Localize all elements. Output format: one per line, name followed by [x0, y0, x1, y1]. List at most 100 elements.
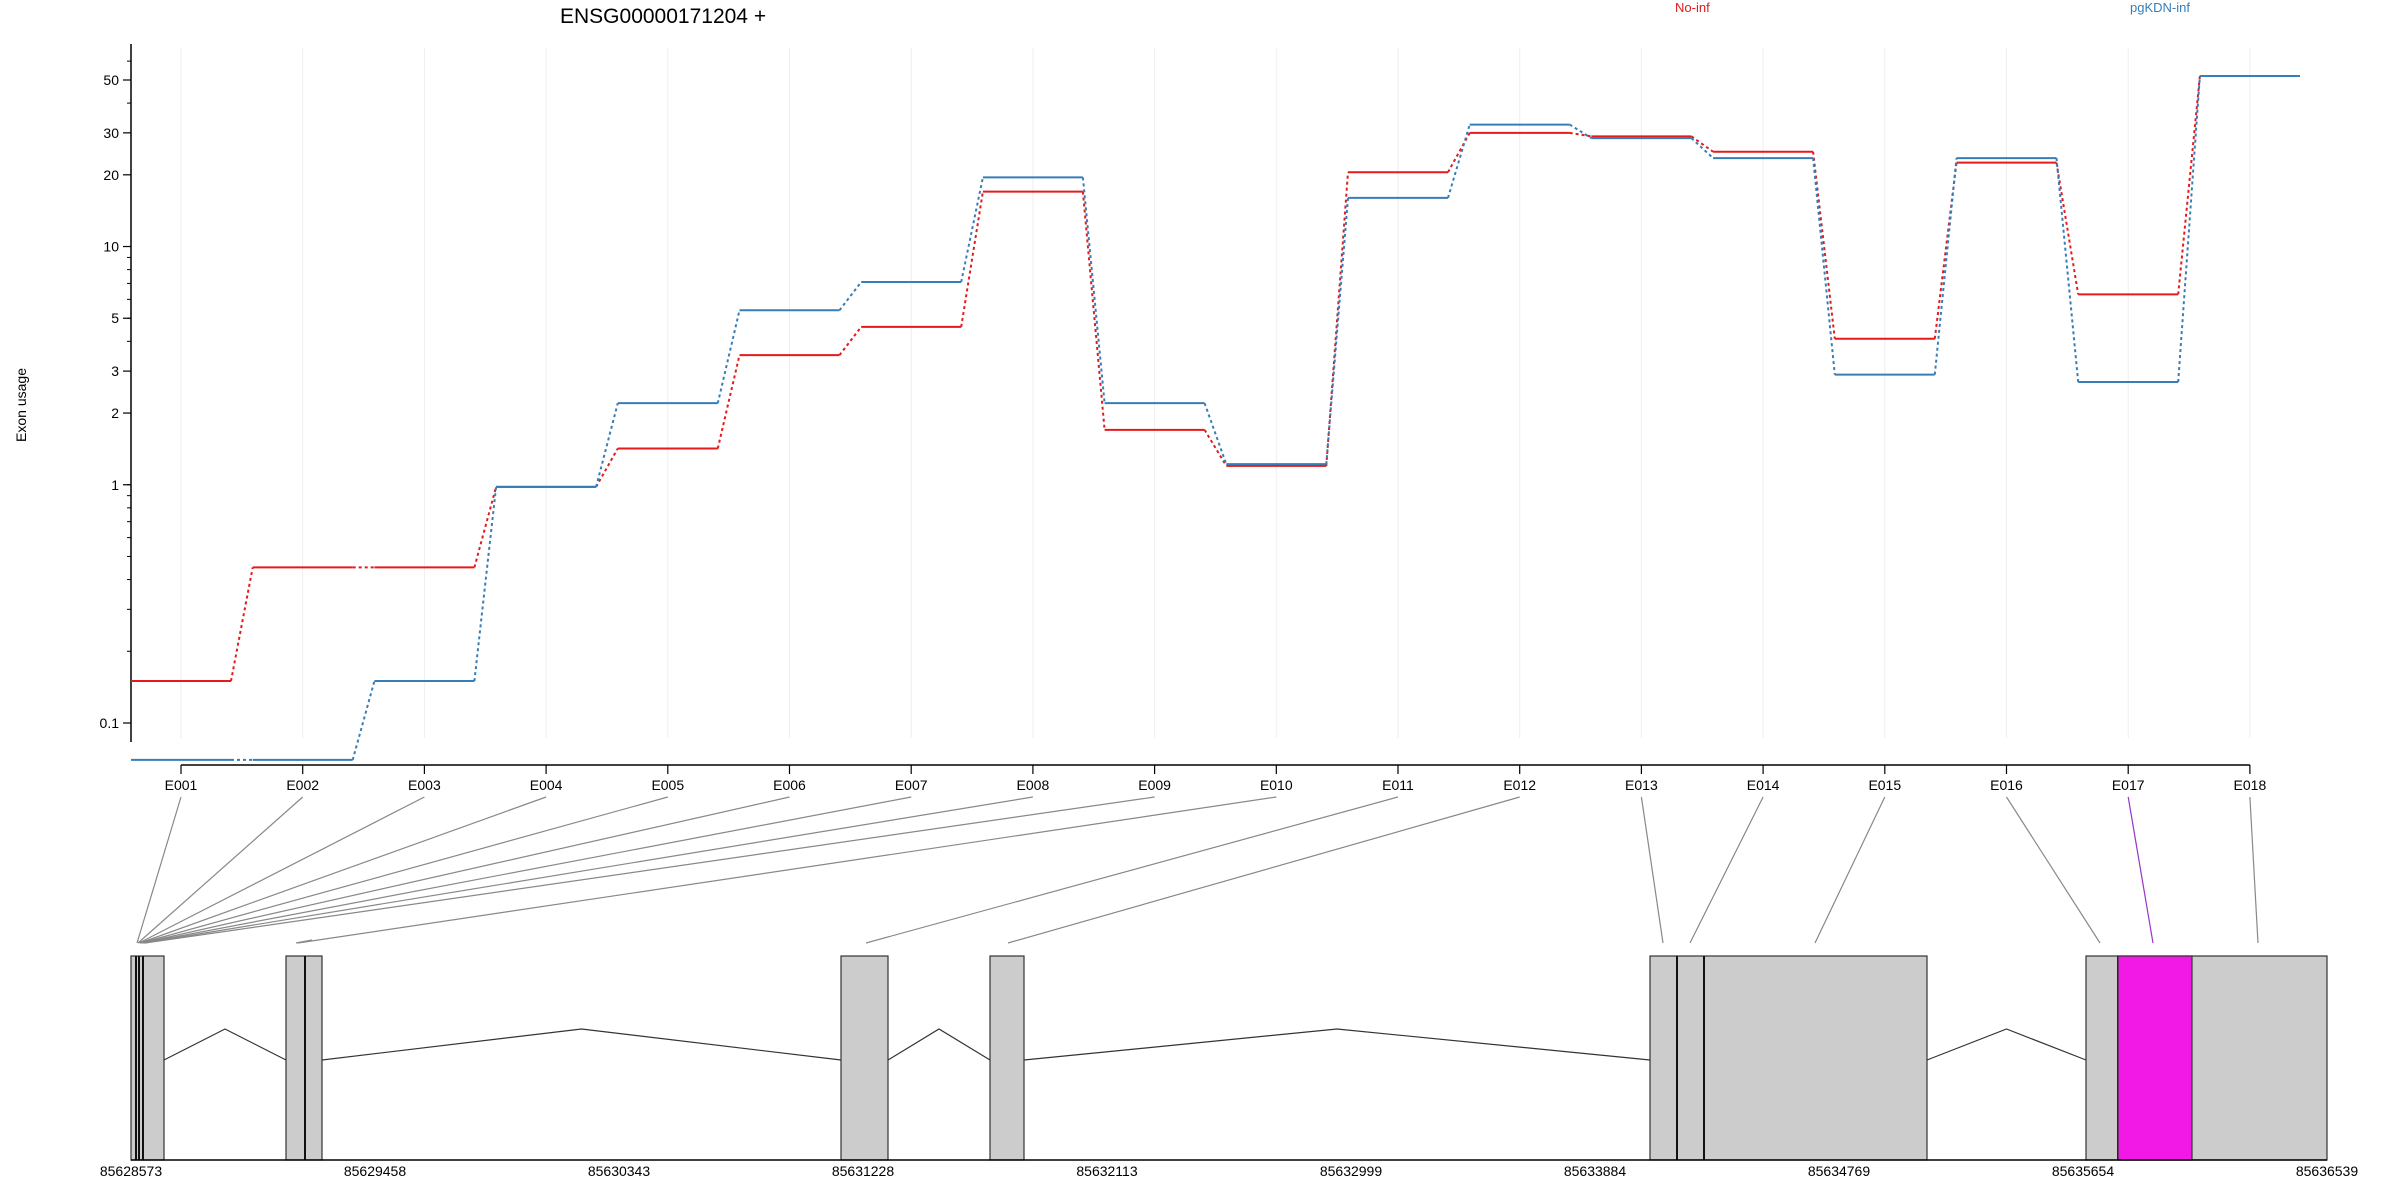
y-tick-label: 2: [111, 405, 119, 421]
grid: [180, 48, 2251, 738]
series-1-connector: [1569, 123, 1592, 140]
series-0-connector: [473, 486, 498, 568]
y-axis: 0.1 1 2 3 5 10 20 30 50: [100, 44, 132, 742]
connector-e005: [140, 796, 668, 944]
legend-no-inf: No-inf: [1675, 0, 1710, 15]
x-tick-label-e012: E012: [1503, 777, 1536, 793]
connector-e012: [1007, 796, 1520, 944]
x-tick-label-e011: E011: [1382, 777, 1414, 793]
intron-line: [163, 1028, 287, 1061]
connector-e004: [139, 796, 547, 944]
series-0-connector: [230, 567, 254, 682]
series-1-connector: [838, 281, 862, 311]
coordinate-label: 85633884: [1564, 1163, 1627, 1179]
x-axis: E001 E002 E003 E004 E005 E006 E007 E008 E009 E010…: [165, 764, 2267, 793]
y-tick-label: 30: [103, 125, 119, 141]
y-tick-label: 10: [103, 239, 119, 255]
connector-e013: [1640, 796, 1664, 944]
series-1-connector: [1933, 158, 1958, 375]
series-0-connector: [1569, 131, 1592, 138]
coordinate-label: 85634769: [1808, 1163, 1871, 1179]
series-0-connector: [716, 354, 741, 449]
exon-block: [840, 955, 889, 1161]
series-0-connector: [960, 191, 984, 328]
gene-model: 85628573 85629458 85630343 85631228 85632113…: [100, 955, 2359, 1179]
y-tick-label: 0.1: [100, 715, 120, 731]
exon-block: [1649, 955, 1928, 1161]
x-tick-label-e016: E016: [1990, 777, 2023, 793]
series-1-connector: [2055, 158, 2080, 383]
x-tick-label-e004: E004: [530, 777, 563, 793]
connector-e016: [2005, 796, 2101, 944]
coordinate-label: 85629458: [344, 1163, 407, 1179]
chart-title: ENSG00000171204 +: [560, 5, 766, 28]
x-tick-label-e003: E003: [408, 777, 441, 793]
x-tick-label-e018: E018: [2234, 777, 2267, 793]
connector-e006: [141, 796, 790, 944]
exon-connectors: [136, 796, 2259, 944]
series-1-connector: [351, 680, 376, 761]
connector-e002: [137, 796, 304, 944]
series-0-connector: [1081, 191, 1106, 430]
x-tick-label-e015: E015: [1868, 777, 1901, 793]
connector-e010: [297, 796, 1277, 944]
series-0-connector: [2055, 162, 2080, 295]
connector-e008: [143, 796, 1033, 944]
y-tick-label: 20: [103, 167, 119, 183]
x-tick-label-e007: E007: [895, 777, 928, 793]
series-0-connector: [595, 447, 619, 488]
series-0-connector: [1812, 151, 1836, 339]
coordinate-label: 85635654: [2052, 1163, 2115, 1179]
coordinate-label: 85636539: [2296, 1163, 2359, 1179]
y-tick-label: 1: [111, 477, 119, 493]
x-tick-label-e005: E005: [651, 777, 684, 793]
connector-e011: [865, 796, 1399, 944]
series-1-connector: [960, 177, 984, 283]
connector-e015: [1814, 796, 1886, 944]
y-tick-label: 3: [111, 363, 119, 379]
series-1-connector: [1081, 177, 1106, 404]
connector-e003: [138, 796, 425, 944]
series-1-connector: [1447, 124, 1471, 199]
highlighted-exon-e017: [2117, 955, 2193, 1161]
x-tick-label-e013: E013: [1625, 777, 1658, 793]
coordinate-label: 85632999: [1320, 1163, 1383, 1179]
x-tick-label-e009: E009: [1138, 777, 1171, 793]
series-1-connector: [1690, 137, 1714, 159]
connector-e014: [1689, 796, 1764, 944]
x-tick-label-e002: E002: [286, 777, 319, 793]
series-0-connector: [1325, 172, 1349, 466]
x-tick-label-e017: E017: [2112, 777, 2145, 793]
x-tick-label-e014: E014: [1747, 777, 1780, 793]
connector-e007: [142, 796, 912, 944]
series-lines: [131, 74, 2300, 761]
series-1-connector: [1325, 197, 1349, 465]
intron-line: [887, 1028, 991, 1061]
x-tick-label-e010: E010: [1260, 777, 1293, 793]
coordinate-label: 85631228: [832, 1163, 895, 1179]
series-1-connector: [716, 310, 741, 404]
y-tick-label: 50: [103, 72, 119, 88]
series-1-connector: [1203, 402, 1228, 465]
connector-e009: [144, 796, 1155, 944]
series-0-connector: [838, 326, 862, 356]
series-1-connector: [2177, 75, 2201, 383]
coordinate-label: 85632113: [1076, 1163, 1137, 1179]
x-tick-label-e006: E006: [773, 777, 806, 793]
series-0-connector: [2177, 75, 2201, 295]
x-tick-label-e001: E001: [165, 777, 198, 793]
series-1-connector: [1812, 158, 1836, 375]
y-axis-label: Exon usage: [13, 368, 29, 442]
connector-e018: [2249, 796, 2259, 944]
coordinate-label: 85630343: [588, 1163, 651, 1179]
x-tick-label-e008: E008: [1017, 777, 1050, 793]
legend-pgkdn-inf: pgKDN-inf: [2130, 0, 2190, 15]
series-0-connector: [1690, 135, 1714, 153]
connector-e001: [136, 796, 182, 944]
exon-block: [989, 955, 1025, 1161]
series-1-connector: [473, 486, 498, 682]
coordinate-label: 85628573: [100, 1163, 163, 1179]
intron-line: [1023, 1028, 1651, 1061]
intron-line: [1926, 1028, 2087, 1061]
